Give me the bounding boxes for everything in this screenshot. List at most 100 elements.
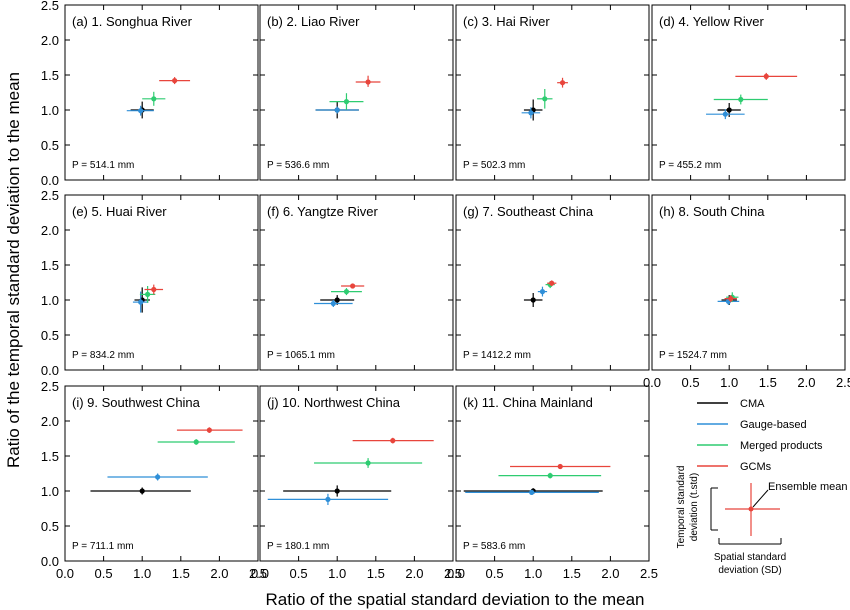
y-tick-label: 1.0 (41, 293, 59, 308)
panel-title: (c) 3. Hai River (463, 14, 550, 29)
x-tick-label: 2.0 (405, 566, 423, 581)
panel-annotation: P = 1065.1 mm (267, 350, 335, 361)
x-tick-label: 1.5 (759, 375, 777, 390)
x-tick-label: 1.0 (133, 566, 151, 581)
ensemble-mean-point (547, 473, 553, 479)
temporal-label-2: deviation (t.std) (689, 473, 700, 541)
panel-annotation: P = 180.1 mm (267, 541, 329, 552)
y-tick-label: 2.0 (41, 414, 59, 429)
legend-label: CMA (740, 398, 765, 410)
panel-title: (a) 1. Songhua River (72, 14, 193, 29)
y-tick-label: 0.5 (41, 519, 59, 534)
series-gcms (355, 75, 381, 87)
spatial-label-1: Spatial standard (714, 552, 786, 563)
series-merged-products (142, 91, 166, 106)
series-gcms (510, 463, 611, 470)
x-tick-label: 2.5 (444, 566, 462, 581)
ensemble-mean-point (145, 291, 151, 297)
ensemble-mean-point (557, 463, 563, 470)
panel-frame (651, 194, 846, 371)
series-gauge-based (107, 473, 208, 481)
x-tick-label: 1.0 (524, 566, 542, 581)
panel-frame (259, 4, 454, 181)
ensemble-mean-point (390, 438, 396, 444)
ensemble-mean-point (549, 280, 555, 286)
panel-annotation: P = 455.2 mm (659, 160, 721, 171)
ensemble-mean-point (343, 99, 350, 105)
ensemble-mean-point (330, 300, 336, 307)
series-merged-products (314, 458, 423, 468)
ensemble-mean-point (528, 110, 534, 116)
y-tick-label: 0.5 (41, 138, 59, 153)
panel-0: 0.0 0.5 1.0 1.5 2.0 2.5 (a) 1. Songhua River P … (41, 0, 259, 188)
ensemble-mean-point (206, 427, 212, 433)
ensemble-mean-point (151, 96, 157, 102)
ensemble-mean-point (365, 460, 371, 466)
panel-frame (64, 385, 259, 562)
series-merged-products (498, 472, 602, 479)
ensemble-mean-point (334, 107, 340, 113)
series-gauge-based (267, 493, 389, 505)
ensemble-mean-point (343, 289, 350, 295)
schematic-pointer (752, 489, 769, 508)
series-gauge-based (465, 489, 599, 495)
y-tick-label: 1.0 (41, 103, 59, 118)
y-tick-label: 0.5 (41, 328, 59, 343)
ensemble-mean-point (365, 79, 371, 85)
series-gcms (547, 280, 557, 286)
series-merged-products (331, 288, 362, 296)
panel-4: 0.0 0.5 1.0 1.5 2.0 2.5 (e) 5. Huai River P = 8… (41, 188, 259, 378)
series-gcms (352, 437, 434, 444)
series-cma (90, 487, 191, 495)
series-gauge-based (314, 300, 353, 307)
x-axis-label: Ratio of the spatial standard deviation … (266, 590, 645, 609)
schematic-ensemble-label: Ensemble mean (768, 481, 848, 493)
x-tick-label: 1.5 (172, 566, 190, 581)
ensemble-mean-point (728, 296, 734, 302)
series-gcms (557, 77, 568, 88)
y-tick-label: 0.0 (41, 173, 59, 188)
panel-8: 0.0 0.5 1.0 1.5 2.0 2.50.00.51.01.52.02.5(i) … (41, 379, 267, 581)
y-tick-label: 0.0 (41, 554, 59, 569)
series-merged-products (713, 94, 768, 105)
panel-10: 0.0 0.5 1.0 1.5 2.0 2.5 (k) 11. China Mainland… (447, 385, 658, 581)
y-tick-label: 2.5 (41, 0, 59, 13)
x-tick-label: 2.0 (601, 566, 619, 581)
series-gcms (176, 427, 243, 433)
ensemble-mean-point (193, 439, 199, 445)
spatial-label-2: deviation (SD) (718, 565, 781, 576)
panel-title: (d) 4. Yellow River (659, 14, 764, 29)
ensemble-mean-point (139, 488, 145, 494)
x-tick-label: 2.5 (640, 566, 658, 581)
series-gauge-based (132, 291, 149, 313)
ensemble-mean-point (738, 96, 744, 103)
panel-title: (h) 8. South China (659, 204, 765, 219)
panel-title: (j) 10. Northwest China (267, 395, 401, 410)
panel-7: 0.0 0.5 1.0 1.5 2.0 2.5 (h) 8. South China P = … (643, 194, 850, 390)
series-gcms (341, 283, 365, 289)
panel-frame (259, 385, 454, 562)
series-cma (523, 99, 543, 121)
ensemble-mean-point (334, 488, 340, 494)
panel-annotation: P = 1412.2 mm (463, 350, 531, 361)
x-tick-label: 1.5 (367, 566, 385, 581)
x-tick-label: 0.5 (682, 375, 700, 390)
x-tick-label: 0.0 (643, 375, 661, 390)
panel-annotation: P = 583.6 mm (463, 541, 525, 552)
y-axis-label: Ratio of the temporal standard deviation… (4, 72, 23, 468)
series-cma (283, 485, 392, 497)
series-gauge-based (315, 106, 359, 114)
panel-3: (d) 4. Yellow River P = 455.2 mm (651, 4, 846, 181)
ensemble-mean-point (138, 108, 144, 114)
ensemble-mean-point (325, 496, 331, 502)
panels-group: 0.0 0.5 1.0 1.5 2.0 2.5 (a) 1. Songhua River P … (41, 0, 850, 581)
panel-frame (64, 4, 259, 181)
x-tick-label: 0.0 (56, 566, 74, 581)
series-gcms (159, 77, 191, 85)
panel-frame (455, 194, 650, 371)
ensemble-mean-point (726, 107, 732, 113)
y-tick-label: 1.5 (41, 449, 59, 464)
panel-frame (64, 194, 259, 371)
